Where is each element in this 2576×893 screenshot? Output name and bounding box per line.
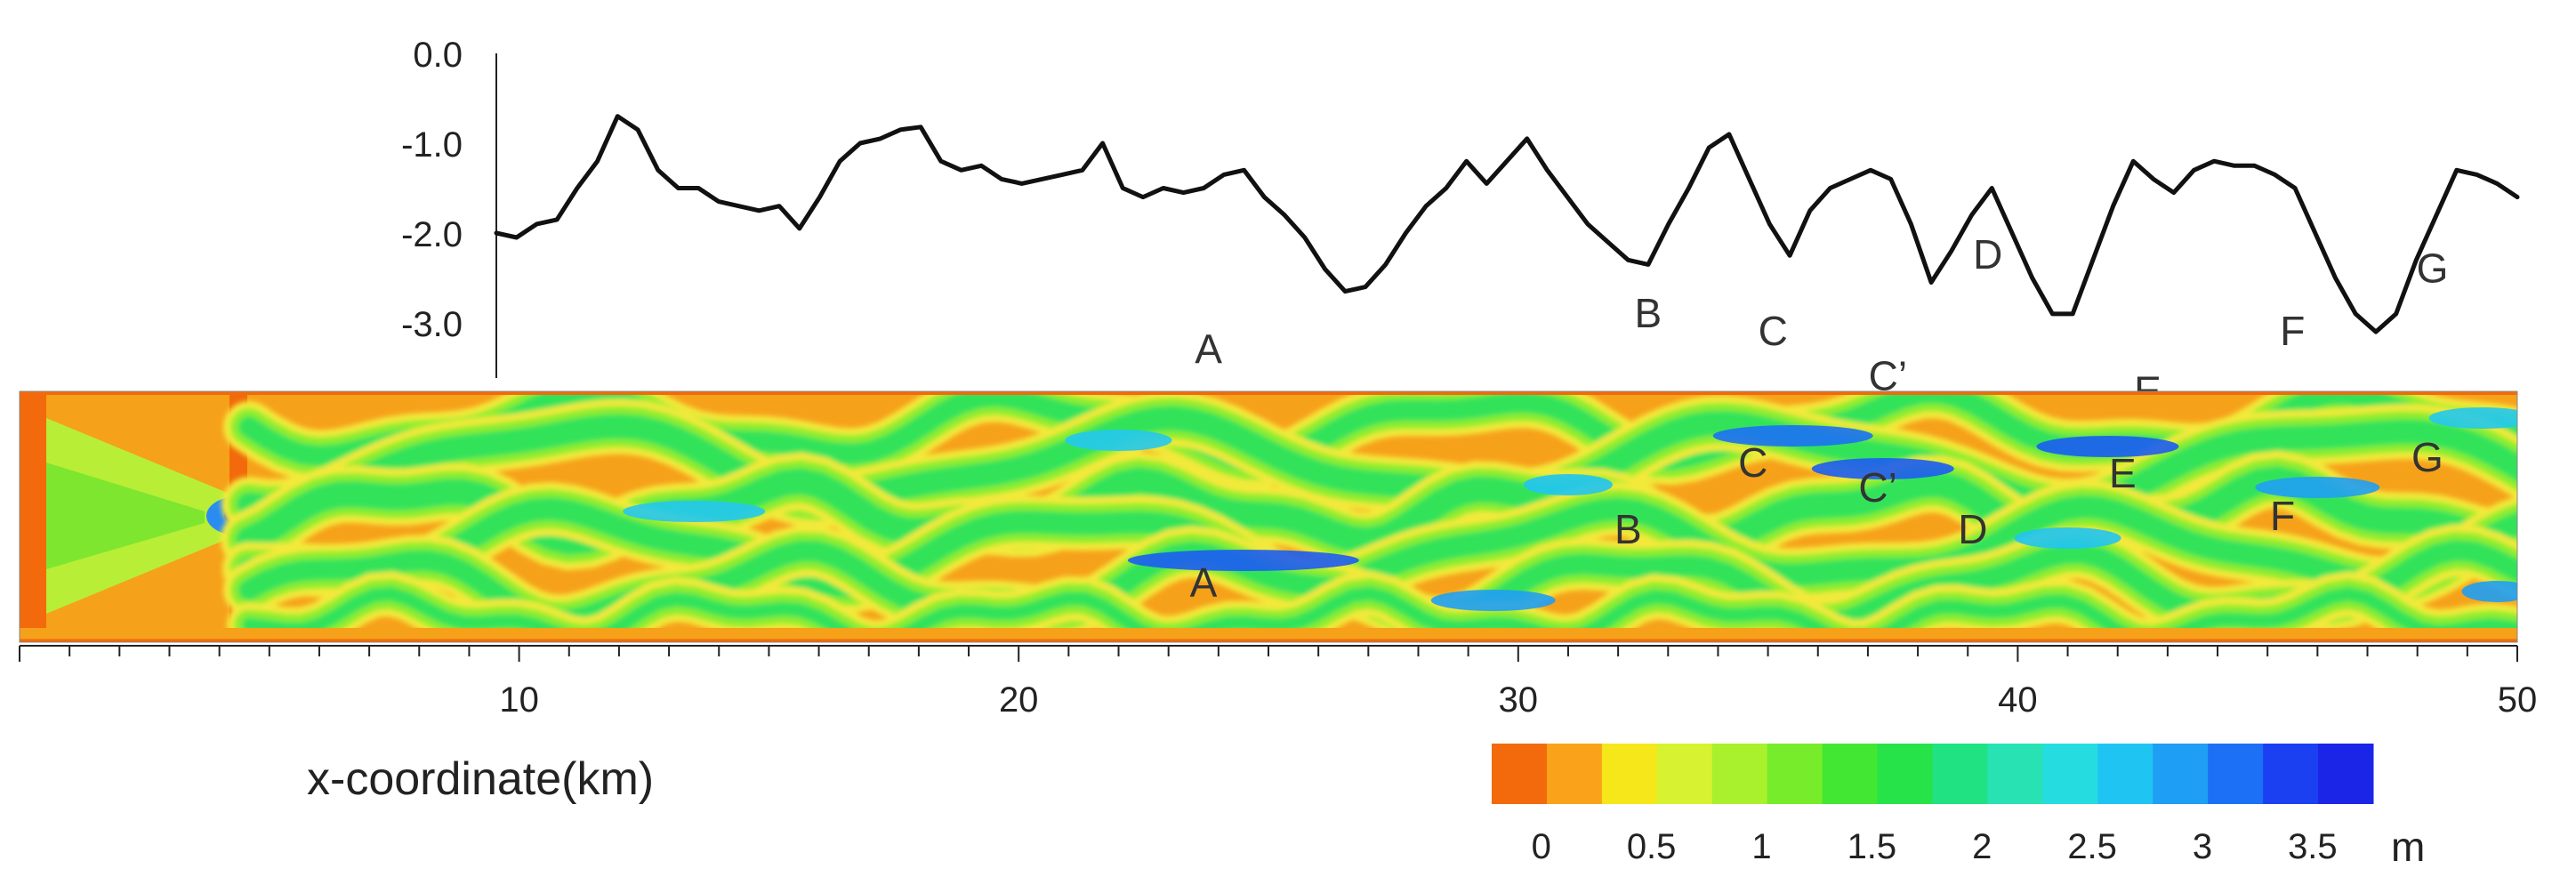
deep-pool <box>1127 550 1359 571</box>
x-axis: 10 20 30 40 50 <box>19 645 2537 720</box>
map-annotation-label: B <box>1614 506 1642 552</box>
channel-network <box>221 391 2517 642</box>
colorbar-swatch <box>1932 744 1988 804</box>
x-tick-label: 50 <box>2498 680 2538 720</box>
inlet-fan-inner <box>46 463 205 569</box>
deep-pool <box>1430 590 1556 611</box>
colorbar-tick-label: 1 <box>1751 827 1771 866</box>
colorbar-unit: m <box>2391 824 2425 870</box>
colorbar-swatch <box>1822 744 1879 804</box>
map-annotation-label: C’ <box>1858 464 1896 511</box>
colorbar: 0 0.5 1 1.5 2 2.5 3 3.5 m <box>1492 744 2425 870</box>
colorbar-tick-label: 1.5 <box>1847 827 1897 866</box>
colorbar-swatch <box>1546 744 1603 804</box>
channel-core <box>237 406 2517 519</box>
profile-y-tick-label: -2.0 <box>401 215 463 254</box>
profile-series-line <box>494 114 2520 334</box>
profile-annotation-label: G <box>2417 245 2449 291</box>
map-annotation-label: A <box>1190 559 1218 606</box>
deep-pool <box>2428 407 2517 429</box>
map-annotation-label: D <box>1958 506 1987 552</box>
profile-y-tick-label: -3.0 <box>401 305 463 344</box>
deep-pool <box>2255 477 2380 498</box>
profile-y-tick-label: 0.0 <box>413 36 463 75</box>
colorbar-swatch <box>2153 744 2209 804</box>
colorbar-swatch <box>1987 744 2043 804</box>
deep-pool <box>1523 474 1613 495</box>
map-annotation-label: E <box>2109 450 2137 496</box>
map-annotation-label: G <box>2411 434 2443 480</box>
inlet-zone <box>20 391 46 642</box>
x-tick-label: 30 <box>1499 680 1539 720</box>
deep-pool <box>2014 527 2121 549</box>
colorbar-tick-label: 2.5 <box>2067 827 2117 866</box>
colorbar-swatch <box>1711 744 1768 804</box>
depth-map: A B C C’ D E F G <box>19 390 2518 643</box>
deep-pool <box>2461 581 2517 602</box>
deep-pool <box>1065 430 1172 451</box>
x-tick-labels: 10 20 30 40 50 <box>499 680 2537 720</box>
map-annotation-label: F <box>2270 493 2295 539</box>
deep-pool <box>1811 458 1954 479</box>
map-annotation-label: C <box>1738 439 1767 486</box>
profile-y-ticks: 0.0 -1.0 -2.0 -3.0 <box>401 36 463 344</box>
map-bottom-band <box>20 628 2517 642</box>
colorbar-swatch <box>1767 744 1823 804</box>
colorbar-swatch <box>2097 744 2153 804</box>
colorbar-tick-label: 0 <box>1532 827 1551 866</box>
x-tick-label: 40 <box>1998 680 2038 720</box>
x-axis-label: x-coordinate(km) <box>307 753 654 805</box>
x-minor-ticks <box>19 646 2518 662</box>
map-annotations: A B C C’ D E F G <box>1190 434 2443 606</box>
profile-y-tick-label: -1.0 <box>401 125 463 165</box>
deep-pools <box>623 407 2517 611</box>
profile-annotation-label: C <box>1759 308 1788 354</box>
colorbar-swatch <box>2042 744 2098 804</box>
colorbar-swatch <box>1492 744 1548 804</box>
colorbar-swatch <box>1601 744 1658 804</box>
colorbar-tick-label: 3 <box>2193 827 2212 866</box>
profile-annotation-label: A <box>1195 326 1222 372</box>
colorbar-tick-label: 0.5 <box>1627 827 1677 866</box>
profile-annotation-label: D <box>1973 231 2002 278</box>
profile-annotation-label: B <box>1634 290 1662 336</box>
deep-pool <box>623 501 766 522</box>
colorbar-tick-label: 2 <box>1972 827 1992 866</box>
channel-core <box>237 495 2517 599</box>
map-frame <box>19 390 2518 643</box>
deep-pool <box>1712 425 1873 446</box>
profile-annotation-label: F <box>2280 308 2305 354</box>
colorbar-swatch <box>1656 744 1713 804</box>
colorbar-swatch <box>2208 744 2264 804</box>
colorbar-swatch <box>1877 744 1933 804</box>
colorbar-swatch <box>2263 744 2319 804</box>
deep-pool <box>2036 436 2179 457</box>
x-tick-label: 10 <box>499 680 539 720</box>
colorbar-swatch <box>2318 744 2374 804</box>
colorbar-tick-label: 3.5 <box>2288 827 2338 866</box>
x-tick-label: 20 <box>999 680 1039 720</box>
